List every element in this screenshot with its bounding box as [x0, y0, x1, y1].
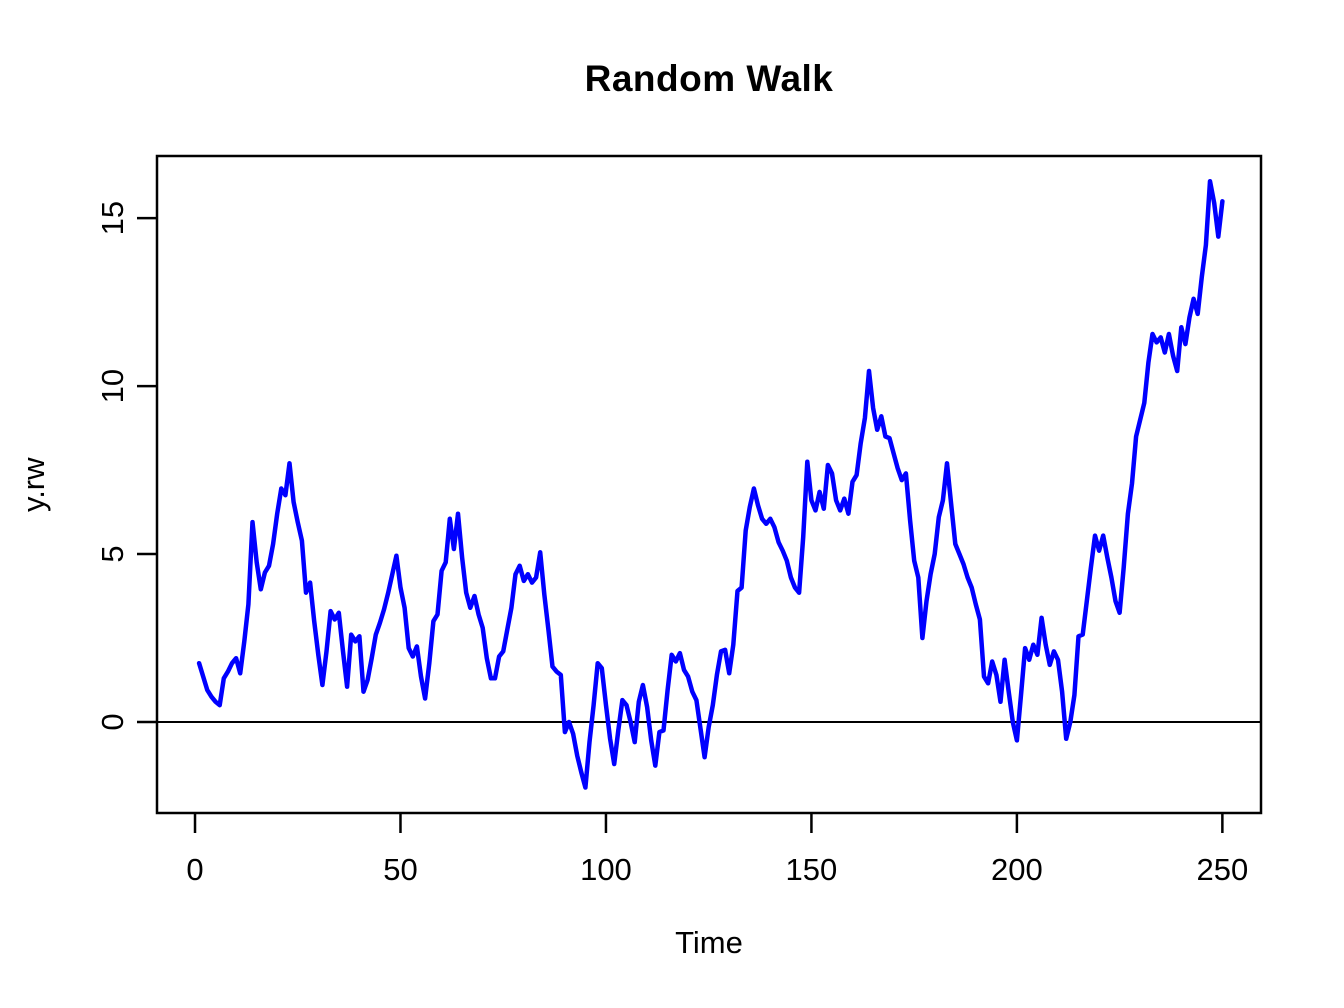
x-axis-label: Time: [675, 925, 743, 960]
y-tick-label: 15: [95, 201, 130, 235]
x-tick-label: 250: [1197, 852, 1249, 887]
chart-title: Random Walk: [584, 58, 834, 99]
plot-box: [155, 154, 1263, 815]
y-axis-label: y.rw: [16, 457, 51, 512]
x-tick-label: 150: [786, 852, 838, 887]
x-tick-label: 200: [991, 852, 1043, 887]
x-tick-label: 100: [580, 852, 632, 887]
x-tick-label: 50: [383, 852, 417, 887]
y-tick-label: 10: [95, 369, 130, 403]
y-tick-label: 0: [95, 713, 130, 730]
y-tick-label: 5: [95, 545, 130, 562]
random-walk-line: [196, 178, 1225, 790]
x-tick-label: 0: [186, 852, 203, 887]
